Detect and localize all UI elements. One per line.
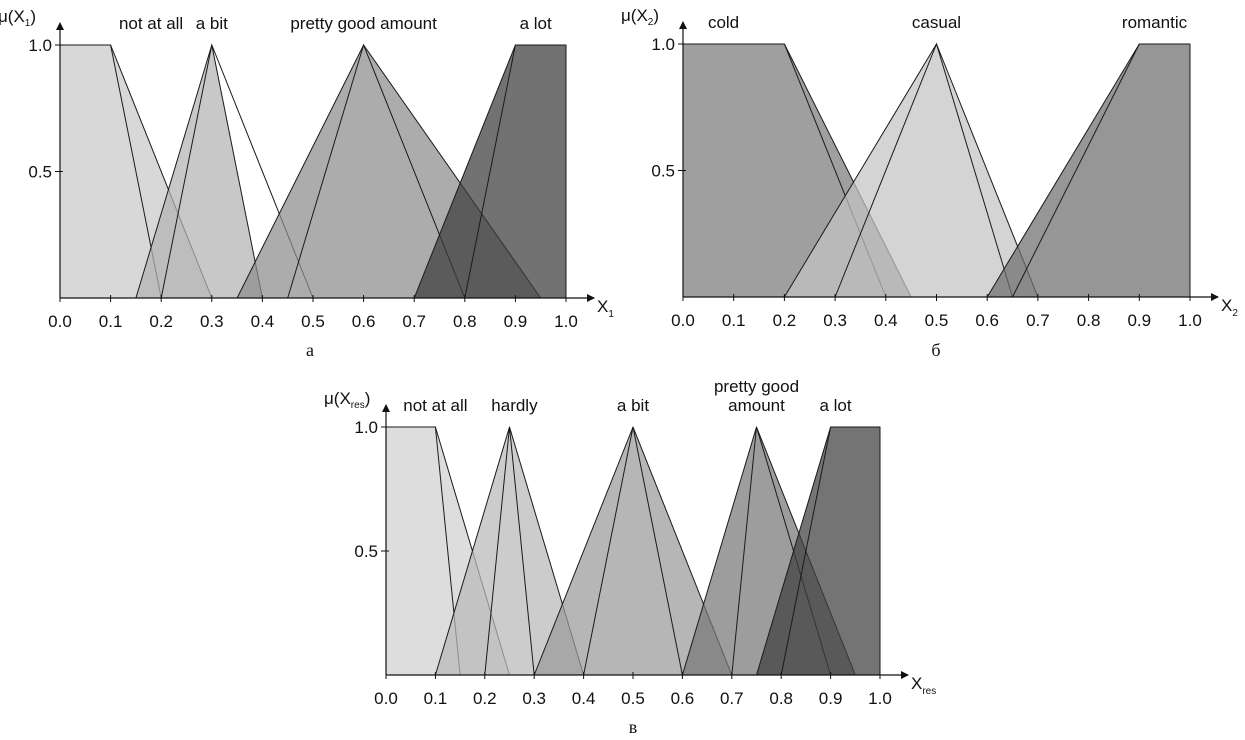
- membership-edge-romantic: [1012, 43, 1190, 298]
- y-tick-label: 0.5: [354, 542, 378, 561]
- x-axis-title: Xres: [911, 674, 936, 697]
- term-label: pretty good amount: [290, 14, 437, 33]
- x-tick-label: 0.1: [424, 689, 448, 708]
- term-label: hardly: [491, 396, 538, 415]
- membership-edge-not-at-all: [386, 426, 461, 676]
- x-tick-label: 0.2: [473, 689, 497, 708]
- x-tick-label: 0.6: [671, 689, 695, 708]
- term-label: romantic: [1122, 13, 1188, 32]
- panel-caption: б: [931, 340, 940, 360]
- chart-panel-b: 0.0 0.1 0.2 0.3 0.4 0.5 0.6 0.7 0.8 0.9 1.0 1.0 0.5 μ…: [621, 6, 1238, 360]
- chart-panel-c: 0.0 0.1 0.2 0.3 0.4 0.5 0.6 0.7 0.8 0.9 1.0 1.0 0.5 μ…: [324, 377, 936, 737]
- panel-caption: в: [629, 717, 638, 737]
- term-label: a bit: [196, 14, 228, 33]
- x-tick-label: 0.8: [1077, 311, 1101, 330]
- x-tick-label: 0.3: [522, 689, 546, 708]
- y-tick-label: 0.5: [28, 163, 52, 182]
- x-tick-label: 0.5: [621, 689, 645, 708]
- term-label: cold: [708, 13, 739, 32]
- membership-edge-pretty-good-amount: [287, 43, 466, 299]
- x-tick-label: 0.9: [819, 689, 843, 708]
- membership-edge-casual: [834, 42, 1013, 298]
- term-label: a lot: [520, 14, 552, 33]
- y-tick-label: 1.0: [651, 35, 675, 54]
- x-tick-label: 0.4: [874, 311, 898, 330]
- x-tick-label: 0.4: [572, 689, 596, 708]
- x-tick-label: 0.6: [975, 311, 999, 330]
- membership-edge-a-lot: [780, 426, 880, 676]
- chart-panel-a: 0.0 0.1 0.2 0.3 0.4 0.5 0.6 0.7 0.8 0.9 1.0 1.0 0.5 μ…: [0, 7, 614, 360]
- y-axis-title: μ(X1): [0, 7, 36, 29]
- x-tick-label: 0.8: [453, 312, 477, 331]
- x-tick-label: 0.0: [374, 689, 398, 708]
- y-axis-title: μ(Xres): [324, 389, 370, 411]
- x-tick-label: 0.0: [48, 312, 72, 331]
- x-tick-label: 0.4: [251, 312, 275, 331]
- x-tick-label: 0.9: [1127, 311, 1151, 330]
- x-tick-label: 0.5: [301, 312, 325, 331]
- x-tick-label: 1.0: [868, 689, 892, 708]
- x-axis-title: X2: [1221, 296, 1238, 319]
- x-tick-label: 0.3: [200, 312, 224, 331]
- x-tick-label: 0.2: [773, 311, 797, 330]
- y-tick-label: 1.0: [354, 418, 378, 437]
- membership-edge-a-bit: [583, 426, 683, 676]
- term-label: not at all: [119, 14, 183, 33]
- x-tick-label: 0.2: [149, 312, 173, 331]
- membership-edge-hardly: [484, 426, 535, 676]
- y-tick-label: 0.5: [651, 162, 675, 181]
- x-tick-label: 0.3: [823, 311, 847, 330]
- x-tick-label: 0.7: [720, 689, 744, 708]
- x-tick-label: 0.0: [671, 311, 695, 330]
- x-tick-label: 0.1: [99, 312, 123, 331]
- membership-edge-a-lot: [464, 44, 566, 299]
- panel-caption: а: [306, 340, 314, 360]
- x-tick-label: 0.5: [925, 311, 949, 330]
- x-tick-label: 0.7: [1026, 311, 1050, 330]
- y-tick-label: 1.0: [28, 36, 52, 55]
- x-tick-label: 0.6: [352, 312, 376, 331]
- x-axis-title: X1: [597, 297, 614, 320]
- term-label: not at all: [403, 396, 467, 415]
- membership-area-romantic: [986, 43, 1191, 298]
- membership-edge-not-at-all: [60, 44, 162, 299]
- term-label: casual: [912, 13, 961, 32]
- x-tick-label: 0.8: [769, 689, 793, 708]
- term-label: amount: [728, 396, 785, 415]
- x-tick-label: 0.7: [402, 312, 426, 331]
- x-tick-label: 0.1: [722, 311, 746, 330]
- term-label: a lot: [819, 396, 851, 415]
- term-label: pretty good: [714, 377, 799, 396]
- y-axis-title: μ(X2): [621, 6, 659, 28]
- x-tick-label: 1.0: [554, 312, 578, 331]
- x-tick-label: 1.0: [1178, 311, 1202, 330]
- term-label: a bit: [617, 396, 649, 415]
- x-tick-label: 0.9: [504, 312, 528, 331]
